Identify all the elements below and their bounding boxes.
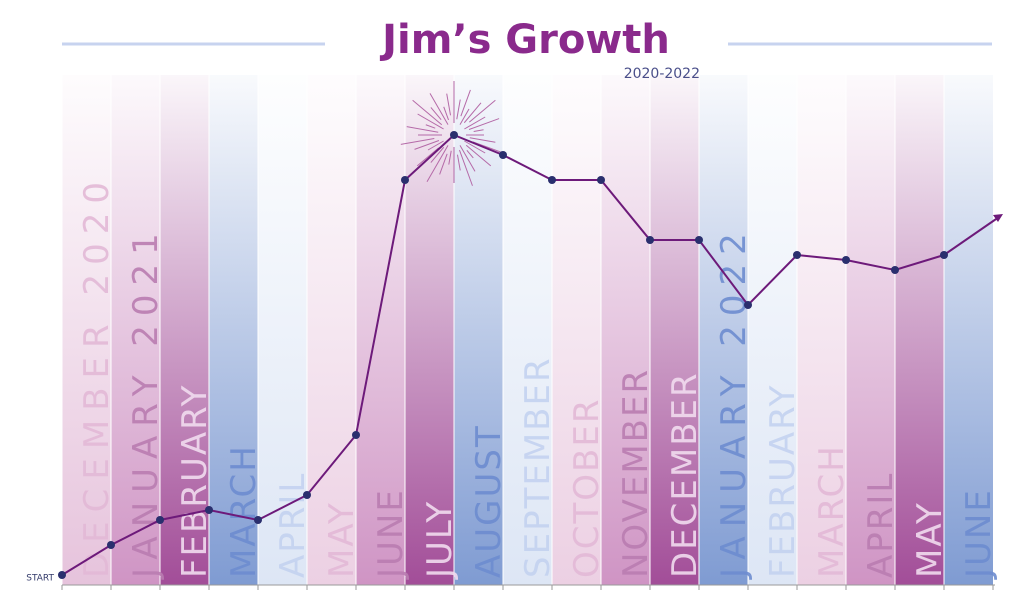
starburst-ray — [427, 140, 444, 151]
month-column — [650, 75, 699, 585]
starburst-ray — [468, 118, 500, 130]
arrow-head — [993, 214, 1003, 222]
month-column — [552, 75, 601, 585]
month-column — [209, 75, 258, 585]
x-tick-label: MAY — [910, 501, 950, 578]
x-tick-label: OCTOBER — [567, 398, 607, 578]
month-column — [601, 75, 650, 585]
x-tick-label: FEBRUARY — [763, 384, 803, 578]
starburst-ray — [430, 107, 442, 121]
starburst-ray — [456, 154, 461, 171]
month-column — [797, 75, 846, 585]
starburst-ray — [469, 137, 496, 143]
point — [695, 236, 703, 244]
point — [156, 516, 164, 524]
x-tick-label: DECEMBER — [665, 371, 705, 578]
start-label: START — [26, 574, 54, 584]
starburst-ray — [414, 140, 440, 150]
point — [58, 571, 66, 579]
month-column — [62, 75, 111, 585]
point — [303, 491, 311, 499]
point — [450, 131, 458, 139]
x-tick-label: JANUARY 2022 — [714, 224, 754, 580]
point — [597, 176, 605, 184]
starburst-ray — [463, 102, 482, 124]
starburst-ray — [460, 89, 471, 117]
x-tick-label: JULY — [420, 500, 460, 580]
starburst-ray — [464, 140, 486, 154]
x-tick-label: APRIL — [861, 472, 901, 578]
starburst-ray — [426, 145, 449, 183]
month-column — [160, 75, 209, 585]
starburst-ray — [465, 144, 492, 167]
starburst-ray — [446, 93, 452, 116]
starburst-ray — [456, 99, 461, 120]
starburst-ray — [439, 153, 448, 175]
point — [352, 431, 360, 439]
starburst-ray — [459, 145, 476, 172]
starburst-ray — [468, 99, 496, 123]
month-column — [454, 75, 503, 585]
columns — [61, 75, 993, 585]
starburst-ray — [412, 99, 443, 126]
point — [793, 251, 801, 259]
x-tick-label: APRIL — [273, 472, 313, 578]
starburst-ray — [459, 108, 470, 125]
month-column — [307, 75, 356, 585]
starburst-ray — [473, 129, 484, 133]
x-tick-label: AUGUST — [469, 424, 509, 578]
x-tick-label: MAY — [322, 501, 362, 578]
starburst-ray — [448, 150, 452, 165]
starburst-ray — [425, 124, 436, 129]
x-tick-label: MARCH — [224, 444, 264, 578]
starburst-ray — [443, 106, 449, 121]
month-column — [944, 75, 993, 585]
point — [744, 301, 752, 309]
month-column — [356, 75, 405, 585]
starburst-ray — [416, 147, 440, 167]
starburst-ray — [464, 116, 486, 130]
x-tick-label: DECEMBER 2020 — [77, 173, 117, 578]
starburst-ray — [430, 146, 445, 163]
trend-arrow — [943, 216, 1000, 256]
point — [842, 256, 850, 264]
starburst-ray — [459, 149, 473, 186]
x-tick-label: NOVEMBER — [616, 368, 656, 578]
x-tick-label: SEPTEMBER — [518, 356, 558, 578]
x-tick-label: JUNE — [371, 488, 411, 580]
month-column — [846, 75, 895, 585]
point — [646, 236, 654, 244]
starburst-ray — [466, 149, 474, 159]
point — [891, 266, 899, 274]
chart-title: Jim’s Growth — [379, 17, 670, 63]
point — [107, 541, 115, 549]
point — [548, 176, 556, 184]
point — [401, 176, 409, 184]
starburst-ray — [417, 113, 444, 130]
month-column — [699, 75, 748, 585]
x-tick-label: JUNE — [959, 488, 999, 580]
point — [254, 516, 262, 524]
x-tick-label: MARCH — [812, 444, 852, 578]
month-column — [895, 75, 944, 585]
point — [940, 251, 948, 259]
month-column — [405, 75, 454, 585]
point — [205, 506, 213, 514]
month-column — [111, 75, 160, 585]
starburst-ray — [400, 137, 435, 145]
starburst-ray — [429, 93, 449, 125]
month-column — [748, 75, 797, 585]
starburst-ray — [406, 126, 439, 133]
x-tick-label: FEBRUARY — [175, 384, 215, 578]
chart-subtitle: 2020-2022 — [624, 66, 700, 82]
point — [499, 151, 507, 159]
